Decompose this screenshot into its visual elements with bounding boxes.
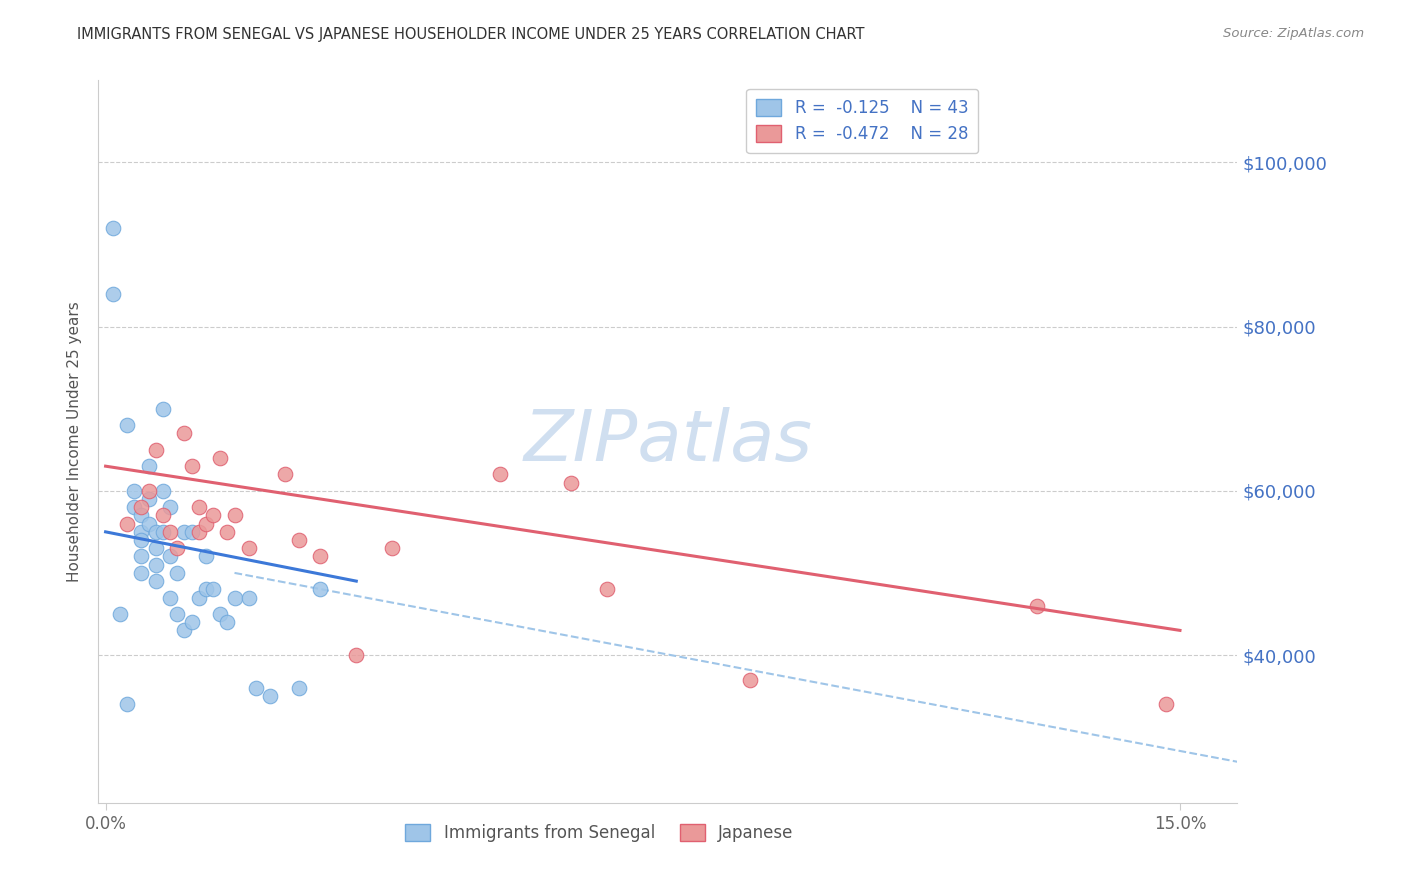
Point — [145, 541, 167, 556]
Point — [138, 491, 160, 506]
Point — [194, 549, 217, 564]
Text: Source: ZipAtlas.com: Source: ZipAtlas.com — [1223, 27, 1364, 40]
Point — [187, 591, 209, 605]
Point — [159, 591, 181, 605]
Point — [224, 591, 246, 605]
Point — [131, 508, 153, 523]
Point — [173, 426, 195, 441]
Point — [173, 624, 195, 638]
Point — [309, 549, 332, 564]
Point — [187, 524, 209, 539]
Point — [166, 607, 188, 621]
Point — [115, 516, 138, 531]
Point — [180, 615, 202, 630]
Point — [238, 541, 260, 556]
Point — [131, 566, 153, 580]
Point — [159, 549, 181, 564]
Point — [138, 516, 160, 531]
Point — [166, 541, 188, 556]
Y-axis label: Householder Income Under 25 years: Householder Income Under 25 years — [67, 301, 83, 582]
Point — [187, 500, 209, 515]
Point — [224, 508, 246, 523]
Point — [1025, 599, 1047, 613]
Point — [138, 483, 160, 498]
Point — [740, 673, 762, 687]
Point — [596, 582, 619, 597]
Text: IMMIGRANTS FROM SENEGAL VS JAPANESE HOUSEHOLDER INCOME UNDER 25 YEARS CORRELATIO: IMMIGRANTS FROM SENEGAL VS JAPANESE HOUS… — [77, 27, 865, 42]
Point — [245, 681, 267, 695]
Point — [288, 681, 311, 695]
Point — [1154, 698, 1177, 712]
Point — [173, 524, 195, 539]
Point — [344, 648, 367, 662]
Legend: Immigrants from Senegal, Japanese: Immigrants from Senegal, Japanese — [399, 817, 800, 848]
Point — [145, 574, 167, 588]
Point — [217, 524, 239, 539]
Point — [259, 689, 281, 703]
Point — [138, 459, 160, 474]
Point — [152, 508, 174, 523]
Point — [217, 615, 239, 630]
Point — [131, 500, 153, 515]
Point — [122, 500, 145, 515]
Point — [288, 533, 311, 547]
Point — [108, 607, 131, 621]
Point — [202, 508, 225, 523]
Point — [180, 459, 202, 474]
Point — [115, 418, 138, 433]
Point — [209, 450, 232, 465]
Point — [194, 516, 217, 531]
Point — [194, 582, 217, 597]
Point — [101, 221, 124, 235]
Point — [122, 483, 145, 498]
Point — [152, 524, 174, 539]
Point — [273, 467, 295, 482]
Point — [166, 566, 188, 580]
Point — [202, 582, 225, 597]
Point — [101, 286, 124, 301]
Point — [159, 524, 181, 539]
Point — [560, 475, 582, 490]
Text: ZIPatlas: ZIPatlas — [523, 407, 813, 476]
Point — [180, 524, 202, 539]
Point — [309, 582, 332, 597]
Point — [115, 698, 138, 712]
Point — [131, 533, 153, 547]
Point — [381, 541, 404, 556]
Point — [152, 401, 174, 416]
Point — [238, 591, 260, 605]
Point — [209, 607, 232, 621]
Point — [159, 500, 181, 515]
Point — [488, 467, 510, 482]
Point — [145, 442, 167, 457]
Point — [131, 524, 153, 539]
Point — [145, 558, 167, 572]
Point — [131, 549, 153, 564]
Point — [145, 524, 167, 539]
Point — [152, 483, 174, 498]
